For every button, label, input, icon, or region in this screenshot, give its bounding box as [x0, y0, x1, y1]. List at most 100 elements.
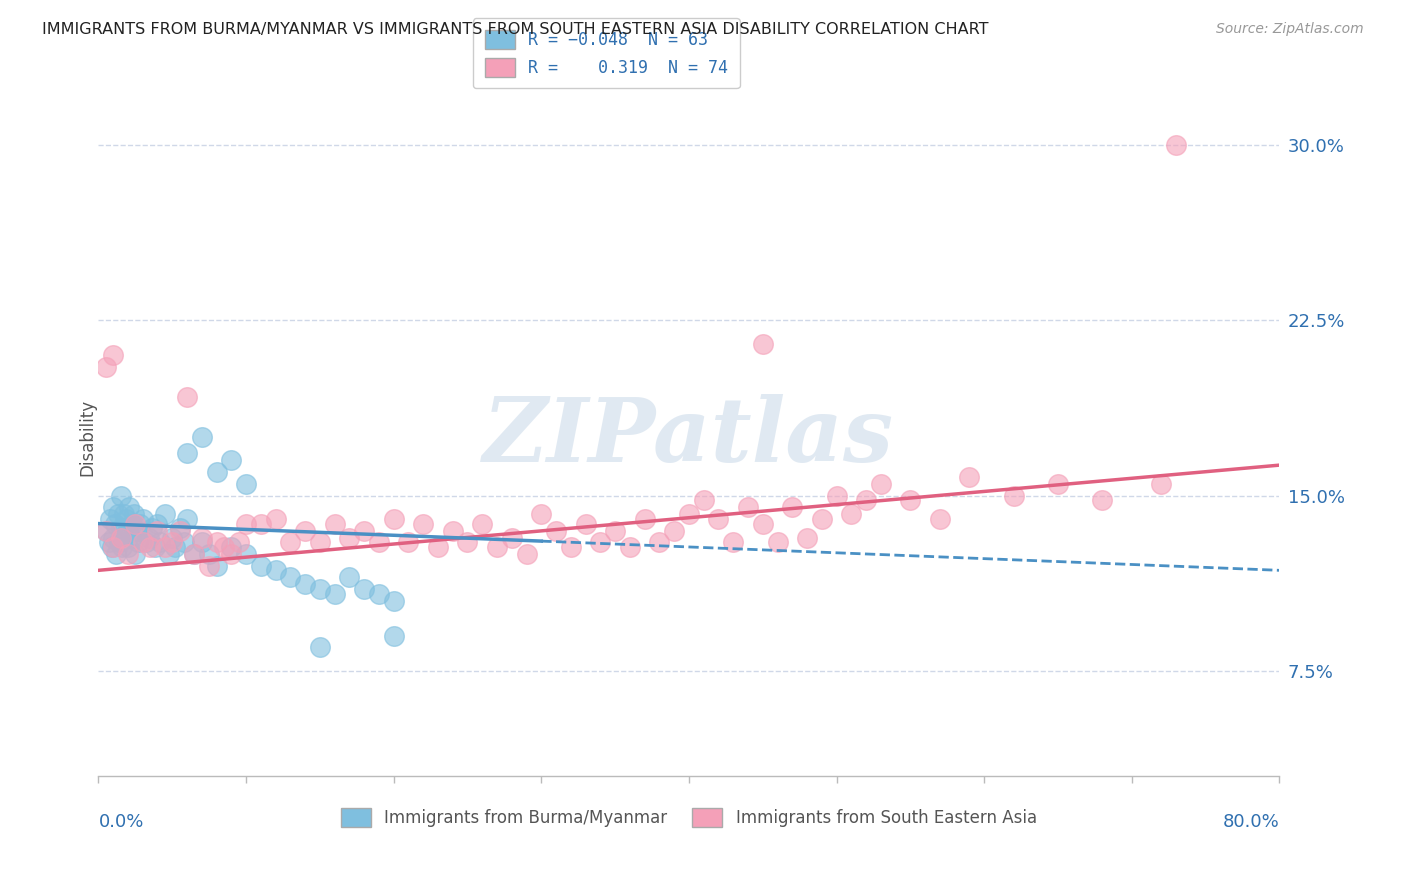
Point: [94, 524, 117, 538]
Point: [929, 512, 952, 526]
Point: [111, 540, 134, 554]
Point: [112, 507, 135, 521]
Point: [105, 547, 128, 561]
Point: [107, 507, 129, 521]
Point: [124, 547, 146, 561]
Point: [235, 516, 257, 531]
Point: [294, 524, 316, 538]
Point: [309, 582, 332, 596]
Point: [530, 507, 553, 521]
Point: [294, 577, 316, 591]
Point: [98, 512, 121, 526]
Point: [110, 521, 132, 535]
Point: [737, 500, 759, 515]
Point: [782, 500, 804, 515]
Point: [124, 516, 146, 531]
Point: [339, 570, 361, 584]
Point: [441, 524, 464, 538]
Point: [138, 531, 160, 545]
Point: [1046, 476, 1070, 491]
Point: [546, 524, 568, 538]
Point: [457, 535, 479, 549]
Point: [191, 531, 214, 545]
Text: 80.0%: 80.0%: [1223, 814, 1279, 831]
Point: [183, 547, 205, 561]
Point: [120, 531, 142, 545]
Point: [169, 524, 191, 538]
Point: [841, 507, 863, 521]
Point: [191, 430, 214, 444]
Point: [309, 535, 332, 549]
Point: [176, 512, 198, 526]
Point: [855, 493, 877, 508]
Point: [382, 629, 405, 643]
Point: [103, 531, 125, 545]
Point: [110, 489, 132, 503]
Point: [796, 531, 818, 545]
Point: [176, 446, 198, 460]
Point: [117, 540, 139, 554]
Point: [103, 348, 125, 362]
Point: [1150, 476, 1173, 491]
Point: [486, 540, 509, 554]
Point: [589, 535, 612, 549]
Point: [723, 535, 745, 549]
Point: [165, 540, 187, 554]
Point: [135, 535, 157, 549]
Point: [382, 593, 405, 607]
Point: [118, 500, 141, 515]
Point: [115, 512, 138, 526]
Point: [575, 516, 598, 531]
Point: [693, 493, 716, 508]
Text: IMMIGRANTS FROM BURMA/MYANMAR VS IMMIGRANTS FROM SOUTH EASTERN ASIA DISABILITY C: IMMIGRANTS FROM BURMA/MYANMAR VS IMMIGRA…: [42, 22, 988, 37]
Point: [1166, 137, 1188, 152]
Point: [153, 540, 176, 554]
Text: 0.0%: 0.0%: [98, 814, 143, 831]
Point: [900, 493, 922, 508]
Point: [959, 470, 981, 484]
Point: [471, 516, 494, 531]
Point: [143, 540, 166, 554]
Point: [104, 516, 127, 531]
Point: [323, 587, 346, 601]
Point: [117, 547, 139, 561]
Point: [94, 359, 117, 374]
Point: [368, 535, 391, 549]
Point: [157, 547, 180, 561]
Point: [125, 524, 148, 538]
Point: [353, 524, 375, 538]
Point: [250, 558, 273, 573]
Point: [221, 540, 243, 554]
Point: [169, 521, 191, 535]
Point: [198, 547, 221, 561]
Point: [127, 535, 149, 549]
Point: [752, 516, 775, 531]
Point: [212, 540, 235, 554]
Point: [664, 524, 686, 538]
Text: ZIPatlas: ZIPatlas: [484, 394, 894, 480]
Point: [516, 547, 538, 561]
Point: [648, 535, 671, 549]
Point: [766, 535, 789, 549]
Point: [141, 521, 163, 535]
Point: [1002, 489, 1025, 503]
Point: [382, 512, 405, 526]
Point: [162, 531, 183, 545]
Point: [149, 535, 172, 549]
Point: [280, 570, 302, 584]
Point: [132, 512, 155, 526]
Point: [501, 531, 523, 545]
Point: [1091, 493, 1114, 508]
Point: [560, 540, 582, 554]
Point: [752, 336, 775, 351]
Point: [205, 465, 228, 479]
Text: Source: ZipAtlas.com: Source: ZipAtlas.com: [1216, 22, 1364, 37]
Point: [176, 390, 198, 404]
Point: [221, 453, 243, 467]
Point: [117, 521, 139, 535]
Point: [250, 516, 273, 531]
Point: [146, 516, 169, 531]
Point: [412, 516, 434, 531]
Point: [110, 531, 132, 545]
Point: [280, 535, 302, 549]
